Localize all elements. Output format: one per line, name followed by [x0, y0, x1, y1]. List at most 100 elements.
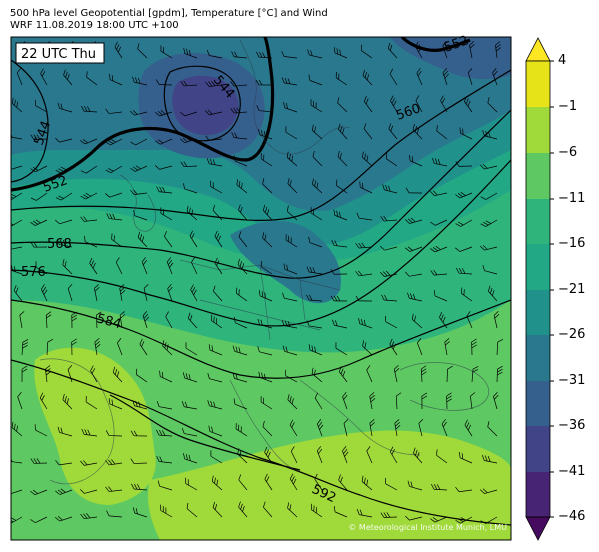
wind-barb: [480, 245, 498, 251]
wind-barb: [306, 266, 323, 275]
wind-barb: [35, 99, 48, 113]
wind-barb: [137, 43, 148, 59]
wind-barb: [156, 456, 173, 464]
wind-barb: [141, 257, 148, 275]
wind-barb: [108, 398, 123, 410]
wind-barb: [231, 51, 248, 59]
coast-balkans: [299, 379, 421, 456]
wind-barb: [369, 392, 376, 410]
wind-barb: [80, 165, 98, 174]
colorbar-tick-label: −31: [558, 373, 586, 388]
wind-barb: [430, 190, 448, 197]
wind-barb: [281, 77, 298, 86]
wind-barb: [358, 317, 373, 329]
wind-barb: [382, 184, 398, 194]
wind-barb: [214, 257, 223, 275]
wind-barb: [183, 47, 198, 59]
colorbar-band: [526, 244, 550, 290]
colorbar: [525, 37, 554, 541]
wind-barb: [415, 41, 423, 59]
wind-barb: [80, 489, 98, 494]
wind-barb: [11, 219, 23, 227]
wind-barb: [11, 97, 23, 113]
wind-barb: [415, 95, 423, 113]
wind-barb: [207, 400, 223, 410]
wind-barb: [45, 365, 51, 383]
wind-barb: [389, 446, 398, 464]
wind-barb: [164, 230, 173, 248]
wind-barb: [80, 216, 98, 222]
wind-barb: [446, 365, 453, 383]
wind-barb: [333, 209, 348, 221]
geopotential-contours: [11, 37, 511, 526]
coast-iberia: [39, 358, 115, 485]
wind-barb: [159, 370, 173, 383]
wind-barb: [208, 344, 223, 356]
wind-barb: [421, 392, 428, 410]
wind-barb: [416, 68, 423, 86]
colorbar-band: [526, 381, 550, 426]
wind-barb: [430, 483, 448, 491]
wind-barb: [21, 365, 28, 383]
wind-barb: [493, 392, 499, 410]
wind-barb: [385, 477, 398, 491]
wind-barb: [264, 446, 273, 464]
wind-barb: [181, 427, 198, 437]
wind-barb: [238, 204, 248, 221]
colorbar-tick-label: −1: [558, 99, 578, 114]
wind-barb: [446, 392, 452, 410]
wind-barb: [333, 47, 348, 59]
wind-barb: [436, 449, 448, 464]
wind-barb: [360, 44, 373, 59]
wind-barb: [181, 401, 198, 410]
wind-barb: [480, 163, 498, 170]
wind-barb: [264, 473, 273, 491]
wind-barb: [232, 345, 248, 356]
wind-barb: [232, 372, 248, 383]
wind-barb: [471, 338, 477, 356]
wind-barb: [56, 238, 73, 248]
wind-barb: [55, 460, 73, 466]
wind-barb: [94, 284, 100, 302]
wind-barb: [86, 71, 98, 86]
wind-barb: [361, 151, 373, 167]
wind-barb: [287, 394, 298, 410]
wind-barb: [285, 369, 298, 383]
wind-barb: [362, 340, 373, 356]
wind-barb: [380, 270, 398, 277]
wind-barb: [283, 101, 298, 113]
wind-barb: [260, 260, 273, 275]
wind-barb: [369, 419, 375, 437]
wind-barb: [444, 338, 450, 356]
wind-barb: [117, 338, 123, 356]
wind-barb: [155, 110, 173, 117]
wind-barb: [106, 213, 123, 221]
wind-barb: [431, 157, 448, 167]
wind-barb: [45, 311, 52, 329]
wind-barb: [189, 230, 198, 248]
wind-barb: [480, 192, 498, 200]
wind-barb: [281, 320, 298, 329]
wind-barb: [235, 423, 248, 437]
wind-barb: [55, 165, 73, 174]
wind-barb: [233, 398, 248, 410]
wind-barb: [236, 287, 248, 302]
wind-barb: [430, 516, 448, 523]
wind-barb: [393, 365, 400, 383]
wind-barb: [394, 419, 401, 437]
wind-barb: [80, 513, 98, 520]
wind-barb: [311, 124, 323, 140]
wind-barb: [331, 239, 348, 248]
wind-barb: [185, 342, 198, 356]
wind-barb: [455, 246, 473, 252]
wind-barb: [257, 318, 273, 329]
wind-barb: [81, 105, 98, 113]
wind-barb: [308, 236, 323, 248]
wind-barb: [55, 192, 73, 201]
temp-tongue-central: [230, 220, 341, 304]
wind-barb: [495, 41, 501, 59]
wind-barb: [412, 123, 423, 140]
wind-barb: [407, 480, 423, 491]
wind-barb: [466, 311, 473, 329]
wind-barb: [482, 264, 498, 275]
